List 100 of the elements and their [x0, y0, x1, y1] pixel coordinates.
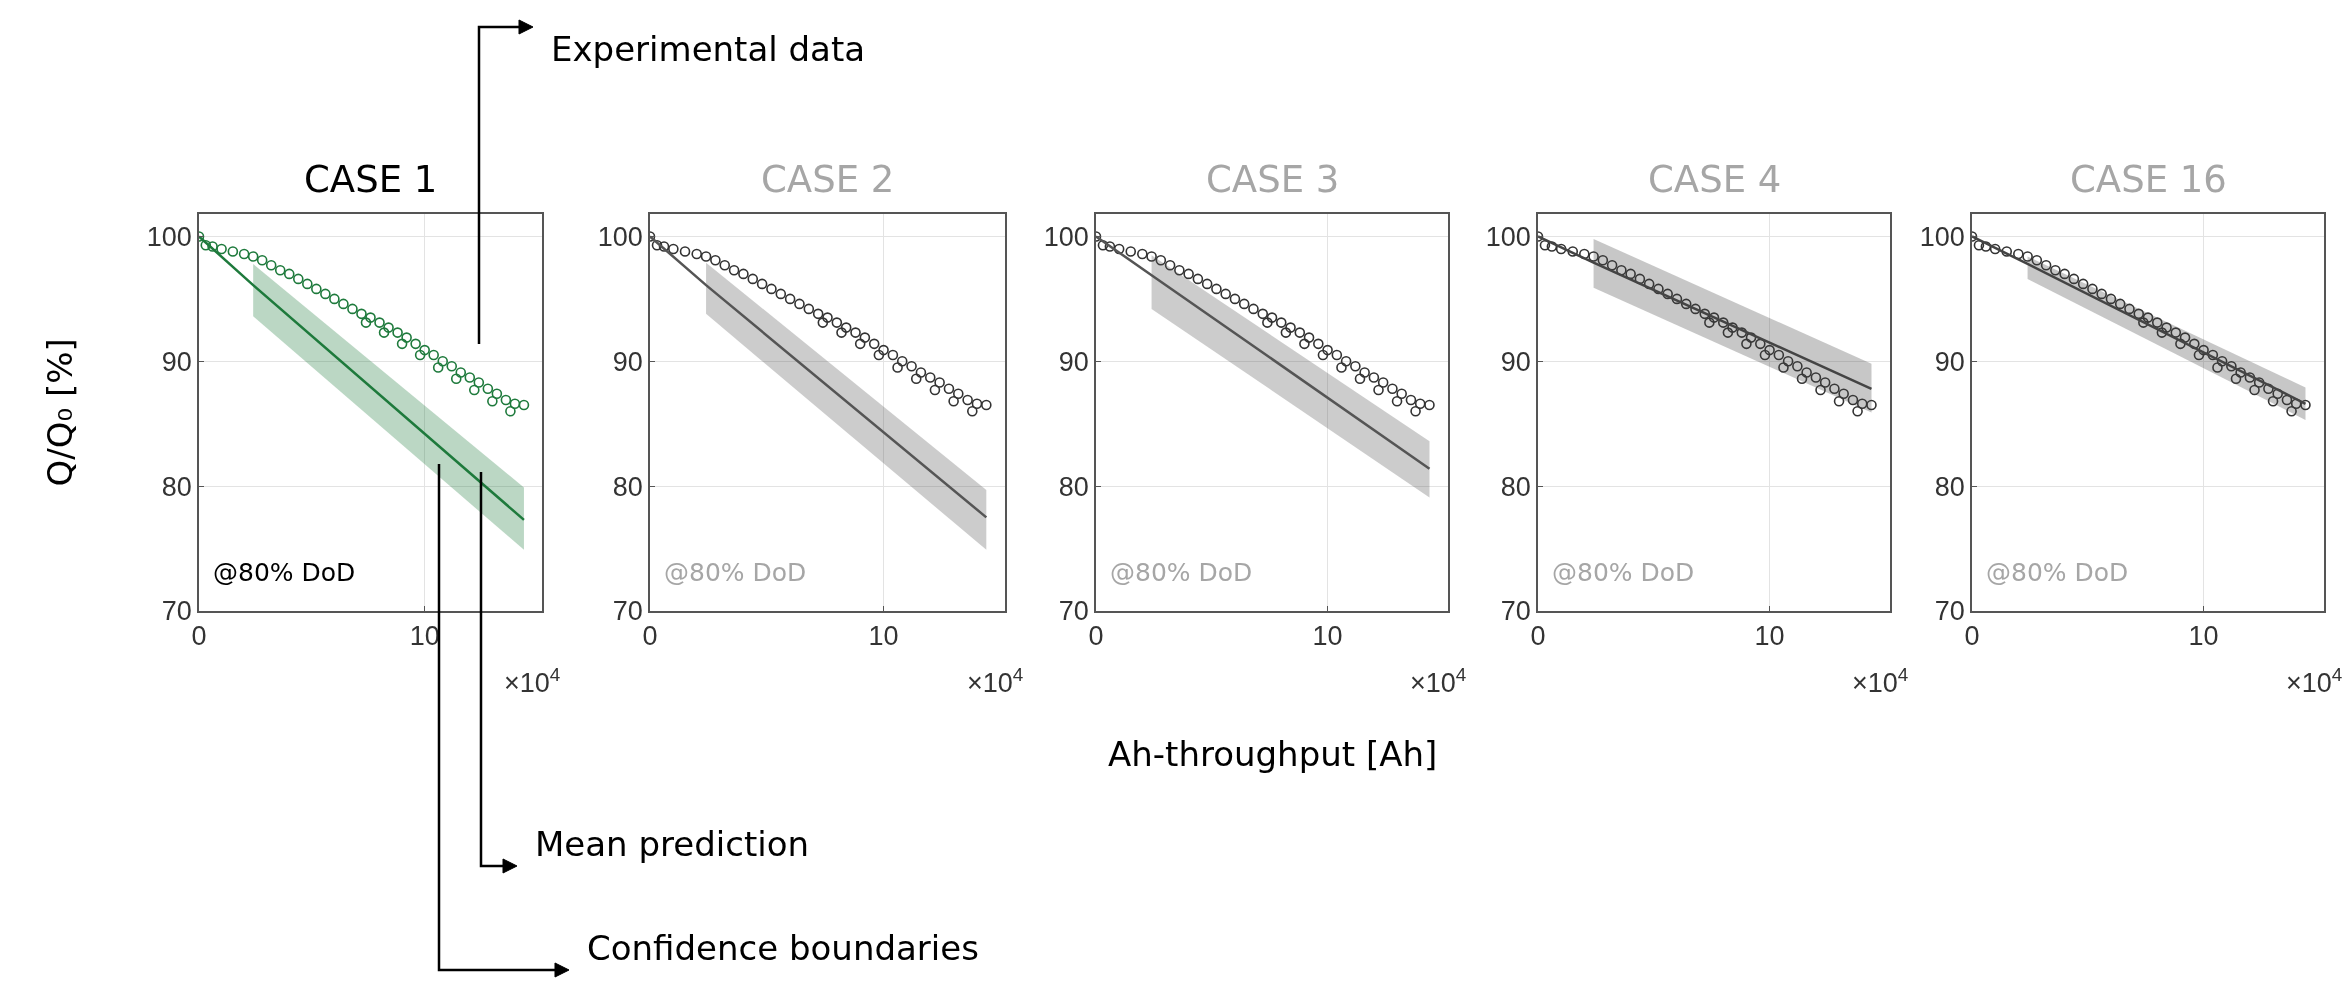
point — [2022, 251, 2033, 262]
point — [738, 268, 749, 280]
point — [1313, 338, 1324, 350]
point — [2267, 395, 2279, 407]
point — [906, 361, 917, 372]
point — [1989, 243, 2001, 255]
point — [1280, 327, 1292, 338]
point — [1104, 241, 1116, 252]
point — [2001, 246, 2013, 257]
point — [2198, 344, 2209, 356]
point — [2161, 322, 2172, 333]
point — [728, 264, 740, 276]
point — [1368, 372, 1380, 383]
point — [356, 308, 367, 320]
point — [1174, 264, 1185, 276]
point — [1745, 332, 1757, 343]
point — [482, 383, 494, 395]
point — [1387, 383, 1398, 395]
point — [1759, 349, 1771, 361]
x-tick-label: 10 — [868, 621, 899, 652]
point — [1410, 405, 1421, 417]
point — [1350, 361, 1361, 372]
point — [1294, 327, 1306, 338]
point — [1704, 317, 1715, 328]
chart-title: CASE 16 — [2070, 158, 2227, 201]
point — [216, 243, 227, 255]
point — [1299, 338, 1310, 350]
point — [2013, 248, 2024, 260]
point — [1741, 338, 1752, 350]
point — [292, 273, 304, 285]
point — [2124, 303, 2135, 315]
point — [2151, 317, 2163, 328]
point — [1405, 394, 1417, 406]
point — [668, 243, 679, 255]
point — [836, 327, 847, 338]
point — [981, 399, 992, 411]
point — [967, 405, 978, 417]
point — [651, 239, 663, 251]
point — [455, 367, 467, 378]
point — [2031, 254, 2043, 266]
annotation: @80% DoD — [1110, 558, 1253, 587]
chart-title: CASE 2 — [761, 158, 895, 201]
y-tick-label: 90 — [1500, 346, 1531, 377]
point — [679, 246, 691, 257]
point — [1727, 322, 1738, 333]
y-tick-label: 100 — [1043, 221, 1089, 252]
x-tick-label: 10 — [1312, 621, 1343, 652]
point — [464, 372, 476, 383]
point — [329, 293, 340, 305]
point — [896, 356, 908, 367]
y-tick-label: 90 — [1934, 346, 1965, 377]
point — [2235, 367, 2246, 378]
point — [831, 317, 843, 328]
point — [419, 344, 430, 356]
point — [2230, 373, 2242, 385]
point — [1852, 405, 1863, 417]
point — [1336, 362, 1347, 373]
point — [803, 303, 815, 315]
point — [1359, 367, 1370, 378]
point — [1331, 349, 1343, 361]
point — [1717, 317, 1729, 328]
point — [1616, 264, 1627, 276]
point — [1546, 241, 1558, 252]
y-tick-label: 70 — [161, 596, 192, 627]
chart-title: CASE 3 — [1206, 158, 1340, 201]
point — [1220, 288, 1231, 300]
point — [2040, 259, 2052, 271]
point — [1792, 361, 1803, 372]
annotation: @80% DoD — [1552, 558, 1695, 587]
chart-title: CASE 1 — [304, 158, 438, 201]
point — [1815, 384, 1826, 396]
point — [1275, 317, 1287, 328]
point — [710, 254, 721, 266]
point — [383, 322, 394, 333]
point — [1690, 303, 1701, 315]
point — [1201, 278, 1213, 290]
point — [1699, 308, 1711, 320]
point — [1125, 246, 1137, 257]
y-tick-label: 70 — [1500, 596, 1531, 627]
point — [1424, 399, 1435, 411]
point — [1973, 239, 1985, 251]
y-axis-title: Q/Q₀ [%] — [39, 338, 80, 487]
point — [2175, 338, 2186, 350]
point — [2068, 273, 2080, 285]
x-axis-title: Ah-throughput [Ah] — [1108, 734, 1438, 774]
point — [469, 384, 480, 396]
point — [311, 283, 322, 295]
point — [1980, 241, 1992, 252]
point — [2263, 383, 2274, 395]
point — [1192, 273, 1204, 285]
point — [1303, 332, 1315, 343]
point — [2050, 264, 2061, 276]
point — [1183, 268, 1194, 280]
point — [2096, 288, 2107, 300]
point — [887, 349, 899, 361]
annotation: @80% DoD — [1986, 558, 2129, 587]
point — [2114, 298, 2126, 310]
y-tick-label: 80 — [612, 471, 643, 502]
point — [2156, 327, 2168, 338]
text: Mean prediction — [535, 824, 810, 864]
